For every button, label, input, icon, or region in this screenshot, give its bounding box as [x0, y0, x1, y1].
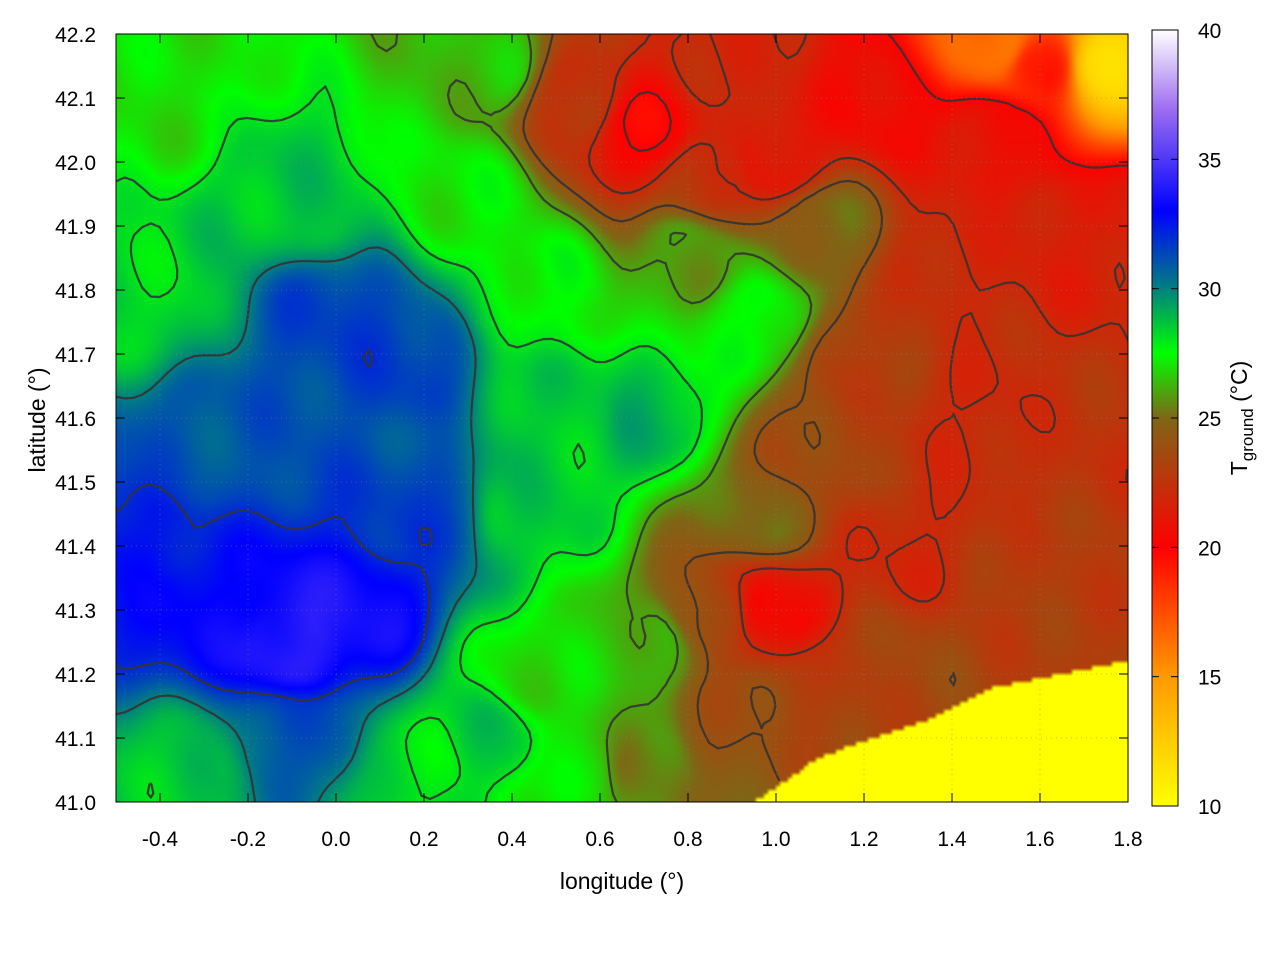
colorbar-tick-label: 40	[1198, 20, 1221, 43]
y-tick-label: 41.7	[55, 344, 96, 367]
x-axis-title: longitude (°)	[560, 868, 684, 894]
colorbar-title-subscript: ground	[1238, 408, 1257, 461]
y-tick-label: 41.3	[55, 600, 96, 623]
x-tick-label: 0.2	[409, 828, 438, 851]
x-tick-label: 0.4	[497, 828, 527, 851]
x-tick-label: 0.6	[585, 828, 614, 851]
colorbar-tick-label: 20	[1198, 537, 1221, 560]
contour-line-32	[116, 349, 433, 702]
y-tick-label: 42.0	[55, 152, 96, 175]
contour-lines	[116, 34, 1128, 802]
colorbar: 10 15 20 25 30 35 40 Tground (°C)	[1151, 20, 1257, 819]
y-tick-label: 41.9	[55, 216, 96, 239]
x-tick-label: -0.4	[142, 828, 179, 851]
plot-area: -0.4 -0.2 0.0 0.2 0.4 0.6 0.8 1.0 1.2 1.4 1.6 1.8 4…	[55, 24, 1142, 851]
x-axis-ticks: -0.4 -0.2 0.0 0.2 0.4 0.6 0.8 1.0 1.2 1.4 1.6 1.8	[142, 34, 1143, 851]
x-tick-label: 1.4	[937, 828, 967, 851]
x-tick-label: 1.8	[1113, 828, 1142, 851]
y-tick-label: 42.1	[55, 88, 96, 111]
contour-line-22	[587, 34, 1128, 657]
y-tick-label: 41.0	[55, 792, 96, 815]
contour-line-28	[116, 85, 703, 802]
colorbar-title-main: T	[1226, 461, 1252, 475]
colorbar-tick-label: 10	[1198, 796, 1221, 819]
x-tick-label: 1.0	[761, 828, 790, 851]
colorbar-ticks: 10 15 20 25 30 35 40	[1152, 20, 1221, 819]
colorbar-tick-label: 15	[1198, 667, 1221, 690]
y-tick-label: 41.8	[55, 280, 96, 303]
colorbar-tick-label: 25	[1198, 408, 1221, 431]
colorbar-title: Tground (°C)	[1226, 361, 1257, 476]
y-axis-title: latitude (°)	[24, 367, 50, 472]
x-tick-label: 1.6	[1025, 828, 1054, 851]
y-tick-label: 41.4	[55, 536, 96, 559]
x-tick-label: 0.0	[321, 828, 350, 851]
x-tick-label: 0.8	[673, 828, 702, 851]
y-tick-label: 41.5	[55, 472, 96, 495]
y-tick-label: 41.1	[55, 728, 96, 751]
y-tick-label: 42.2	[55, 24, 96, 47]
contour-line-30	[116, 246, 478, 802]
y-tick-label: 41.6	[55, 408, 96, 431]
colorbar-tick-label: 35	[1198, 149, 1221, 172]
contour-line-24	[522, 34, 957, 782]
x-tick-label: -0.2	[230, 828, 266, 851]
y-axis-ticks: 41.0 41.1 41.2 41.3 41.4 41.5 41.6 41.7 41.8 41.9…	[55, 24, 1128, 815]
y-tick-label: 41.2	[55, 664, 96, 687]
x-tick-label: 1.2	[849, 828, 878, 851]
contour-line-26	[370, 34, 813, 802]
colorbar-title-unit: (°C)	[1226, 361, 1252, 409]
colorbar-tick-label: 30	[1198, 279, 1221, 302]
